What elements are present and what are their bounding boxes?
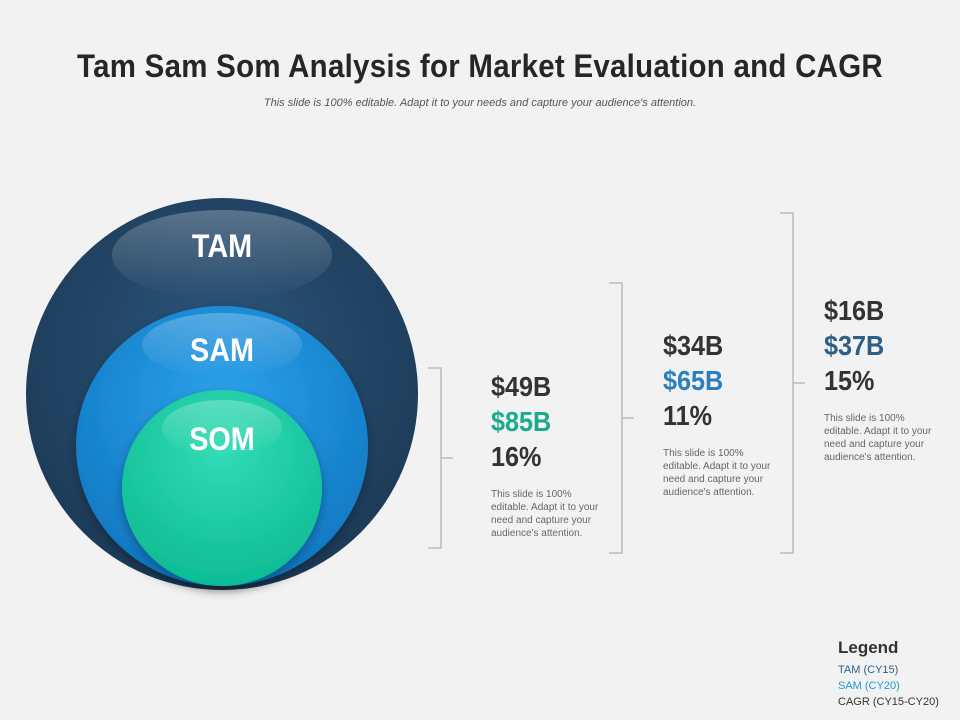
som-circle-shine <box>162 400 282 456</box>
tam-label: TAM <box>191 228 253 264</box>
cagr-value: 16% <box>491 441 542 472</box>
bracket-2 <box>609 282 634 554</box>
cagr-value: 15% <box>824 365 875 396</box>
som-label: SOM <box>189 421 255 457</box>
legend-item-sam: SAM (CY20) <box>838 680 900 692</box>
column-description: This slide is 100% editable. Adapt it to… <box>663 448 771 498</box>
bracket-1 <box>428 367 453 549</box>
page-title: Tam Sam Som Analysis for Market Evaluati… <box>77 48 883 84</box>
sam-label: SAM <box>189 332 254 368</box>
sam-circle-shine <box>142 313 302 377</box>
tam-circle-shine <box>112 210 332 300</box>
column-description: This slide is 100% editable. Adapt it to… <box>491 489 599 539</box>
value-column-3: $16B $37B 15% This slide is 100% editabl… <box>824 293 932 464</box>
value-column-1: $49B $85B 16% This slide is 100% editabl… <box>491 369 599 540</box>
sam-value: $65B <box>663 365 724 396</box>
legend-item-cagr: CAGR (CY15-CY20) <box>838 696 939 708</box>
page-subtitle: This slide is 100% editable. Adapt it to… <box>263 97 697 109</box>
sam-value: $37B <box>824 330 885 361</box>
value-column-2: $34B $65B 11% This slide is 100% editabl… <box>663 328 771 499</box>
tam-value: $34B <box>663 330 724 361</box>
cagr-value: 11% <box>663 400 713 431</box>
bracket-3 <box>780 212 805 554</box>
legend-item-tam: TAM (CY15) <box>838 664 899 676</box>
tam-value: $16B <box>824 295 885 326</box>
legend: Legend TAM (CY15) SAM (CY20) CAGR (CY15-… <box>838 638 939 710</box>
tam-value: $49B <box>491 371 552 402</box>
sam-value: $85B <box>491 406 552 437</box>
column-description: This slide is 100% editable. Adapt it to… <box>824 413 932 463</box>
legend-title: Legend <box>838 638 899 657</box>
